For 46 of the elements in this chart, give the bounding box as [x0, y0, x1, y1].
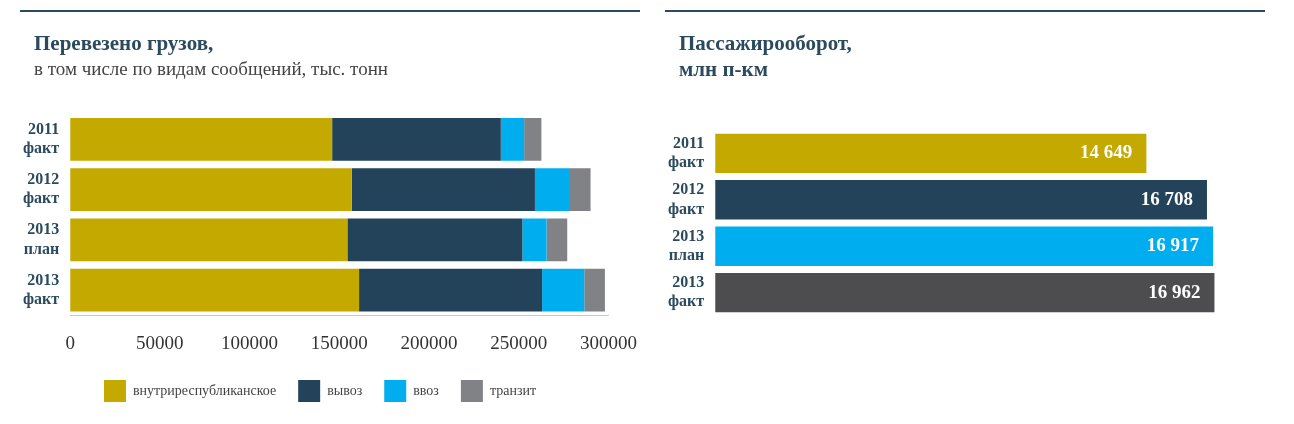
x-tick-label: 250000: [490, 331, 548, 353]
bar: [569, 168, 591, 211]
y-tick-label: 2012 факт: [22, 170, 60, 208]
legend-label: вывоз: [327, 382, 363, 398]
bar: [534, 168, 570, 211]
chart-title: Пассажирооборот, млн п-км: [679, 30, 853, 82]
bar: [546, 218, 568, 262]
y-tick-label: 2011 факт: [22, 119, 60, 158]
bar: [351, 168, 535, 211]
bar: [347, 218, 523, 262]
bar: [542, 268, 585, 312]
bar: [70, 168, 352, 211]
chart-subtitle: в том числе по видам сообщений, тыс. тонн: [34, 58, 389, 80]
chart-title: Перевезено грузов,: [34, 30, 215, 56]
x-tick-label: 100000: [221, 331, 279, 353]
y-tick-label: 2011 факт: [667, 133, 705, 172]
y-tick-label: 2013 план: [668, 226, 705, 263]
x-tick-label: 300000: [580, 331, 637, 353]
bar: [715, 272, 1215, 313]
bar: [715, 133, 1147, 174]
data-label: 16 962: [1148, 280, 1201, 302]
data-label: 14 649: [1080, 141, 1133, 163]
x-tick-label: 150000: [310, 331, 368, 353]
y-tick-label: 2013 план: [23, 220, 60, 257]
bar: [715, 226, 1214, 266]
bar: [715, 180, 1207, 220]
bar: [332, 117, 501, 161]
y-tick-label: 2012 факт: [667, 180, 705, 218]
bar: [70, 218, 348, 262]
bar: [500, 117, 525, 161]
x-tick-label: 50000: [136, 331, 184, 353]
y-tick-label: 2013 факт: [22, 270, 60, 308]
bar: [70, 268, 360, 312]
legend-label: транзит: [489, 382, 537, 398]
x-tick-label: 0: [65, 331, 75, 353]
bar: [70, 117, 333, 161]
bar: [359, 268, 543, 312]
legend-label: внутриреспубликанское: [132, 382, 277, 398]
legend-label: ввоз: [413, 382, 440, 398]
y-tick-label: 2013 факт: [667, 273, 705, 311]
bar: [584, 268, 605, 312]
x-tick-label: 200000: [400, 331, 458, 353]
data-label: 16 708: [1140, 187, 1193, 209]
bar: [522, 218, 547, 262]
data-label: 16 917: [1146, 234, 1200, 256]
bar: [524, 117, 542, 161]
